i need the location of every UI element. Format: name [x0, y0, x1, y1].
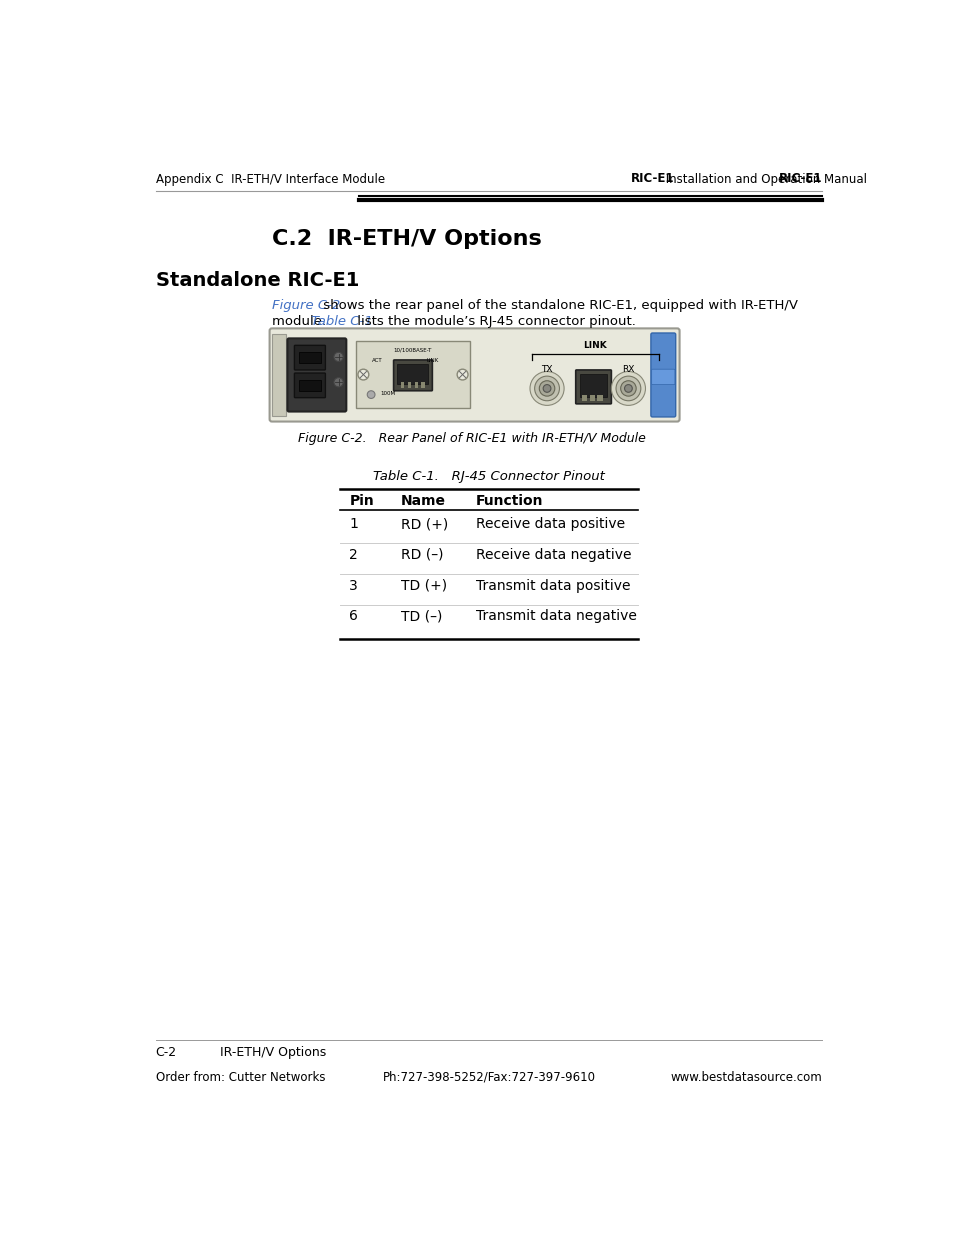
Text: Figure C-2.   Rear Panel of RIC-E1 with IR-ETH/V Module: Figure C-2. Rear Panel of RIC-E1 with IR… — [297, 431, 645, 445]
Text: Name: Name — [400, 494, 445, 508]
Text: Table C-1.   RJ-45 Connector Pinout: Table C-1. RJ-45 Connector Pinout — [373, 471, 604, 483]
Circle shape — [456, 369, 468, 380]
Text: TX: TX — [540, 364, 552, 373]
Bar — [298, 380, 320, 390]
Text: 10/100BASE-T: 10/100BASE-T — [394, 347, 432, 353]
Text: ACT: ACT — [372, 358, 382, 363]
Text: Transmit data negative: Transmit data negative — [476, 609, 636, 624]
Text: Order from: Cutter Networks: Order from: Cutter Networks — [155, 1071, 325, 1083]
Text: TD (+): TD (+) — [400, 579, 446, 593]
Text: 6: 6 — [349, 609, 358, 624]
Text: Standalone RIC-E1: Standalone RIC-E1 — [155, 272, 358, 290]
Text: RIC-E1: RIC-E1 — [630, 173, 674, 185]
Bar — [400, 383, 404, 388]
Text: Transmit data positive: Transmit data positive — [476, 579, 630, 593]
Circle shape — [538, 380, 555, 396]
Bar — [589, 395, 595, 401]
Circle shape — [334, 352, 343, 362]
Bar — [579, 374, 607, 396]
Circle shape — [624, 384, 632, 393]
Circle shape — [611, 372, 645, 405]
Bar — [355, 341, 470, 409]
Text: RD (–): RD (–) — [400, 548, 442, 562]
Text: lists the module’s RJ-45 connector pinout.: lists the module’s RJ-45 connector pinou… — [353, 315, 636, 327]
Text: www.bestdatasource.com: www.bestdatasource.com — [670, 1071, 821, 1083]
FancyBboxPatch shape — [575, 370, 611, 404]
Circle shape — [620, 380, 636, 396]
Bar — [397, 364, 428, 384]
Text: shows the rear panel of the standalone RIC-E1, equipped with IR-ETH/V: shows the rear panel of the standalone R… — [319, 299, 798, 312]
Circle shape — [542, 384, 550, 393]
Text: 2: 2 — [349, 548, 357, 562]
Circle shape — [530, 372, 563, 405]
Bar — [415, 383, 418, 388]
Text: Figure C-2: Figure C-2 — [272, 299, 340, 312]
Bar — [272, 333, 286, 416]
FancyBboxPatch shape — [287, 338, 346, 411]
Text: module.: module. — [272, 315, 330, 327]
Text: Function: Function — [476, 494, 542, 508]
Circle shape — [534, 377, 558, 401]
FancyBboxPatch shape — [270, 329, 679, 421]
Bar — [407, 383, 411, 388]
Text: TD (–): TD (–) — [400, 609, 441, 624]
Text: Table C-1: Table C-1 — [311, 315, 372, 327]
FancyBboxPatch shape — [650, 333, 675, 417]
Text: 1: 1 — [349, 517, 358, 531]
Text: RD (+): RD (+) — [400, 517, 447, 531]
FancyBboxPatch shape — [294, 346, 325, 370]
Text: Receive data negative: Receive data negative — [476, 548, 631, 562]
Text: LINK: LINK — [427, 358, 438, 363]
Bar — [298, 352, 320, 363]
Text: Ph:727-398-5252/Fax:727-397-9610: Ph:727-398-5252/Fax:727-397-9610 — [382, 1071, 595, 1083]
Circle shape — [357, 369, 369, 380]
Text: 100M: 100M — [380, 390, 395, 395]
Text: RIC-E1: RIC-E1 — [778, 173, 821, 185]
Text: IR-ETH/V Options: IR-ETH/V Options — [220, 1046, 326, 1060]
Text: C.2  IR-ETH/V Options: C.2 IR-ETH/V Options — [272, 228, 541, 249]
FancyBboxPatch shape — [394, 359, 432, 390]
Text: C-2: C-2 — [155, 1046, 176, 1060]
Text: Appendix C  IR-ETH/V Interface Module: Appendix C IR-ETH/V Interface Module — [155, 173, 384, 185]
Text: Pin: Pin — [349, 494, 374, 508]
Text: LINK: LINK — [583, 341, 607, 350]
Text: Receive data positive: Receive data positive — [476, 517, 624, 531]
Circle shape — [616, 377, 640, 401]
Bar — [421, 383, 425, 388]
Text: RX: RX — [621, 364, 634, 373]
FancyBboxPatch shape — [651, 369, 674, 384]
Bar — [597, 395, 602, 401]
FancyBboxPatch shape — [294, 373, 325, 398]
Bar — [581, 395, 587, 401]
Text: 3: 3 — [349, 579, 357, 593]
Circle shape — [367, 390, 375, 399]
Text: Installation and Operation Manual: Installation and Operation Manual — [661, 173, 866, 185]
Circle shape — [334, 378, 343, 387]
